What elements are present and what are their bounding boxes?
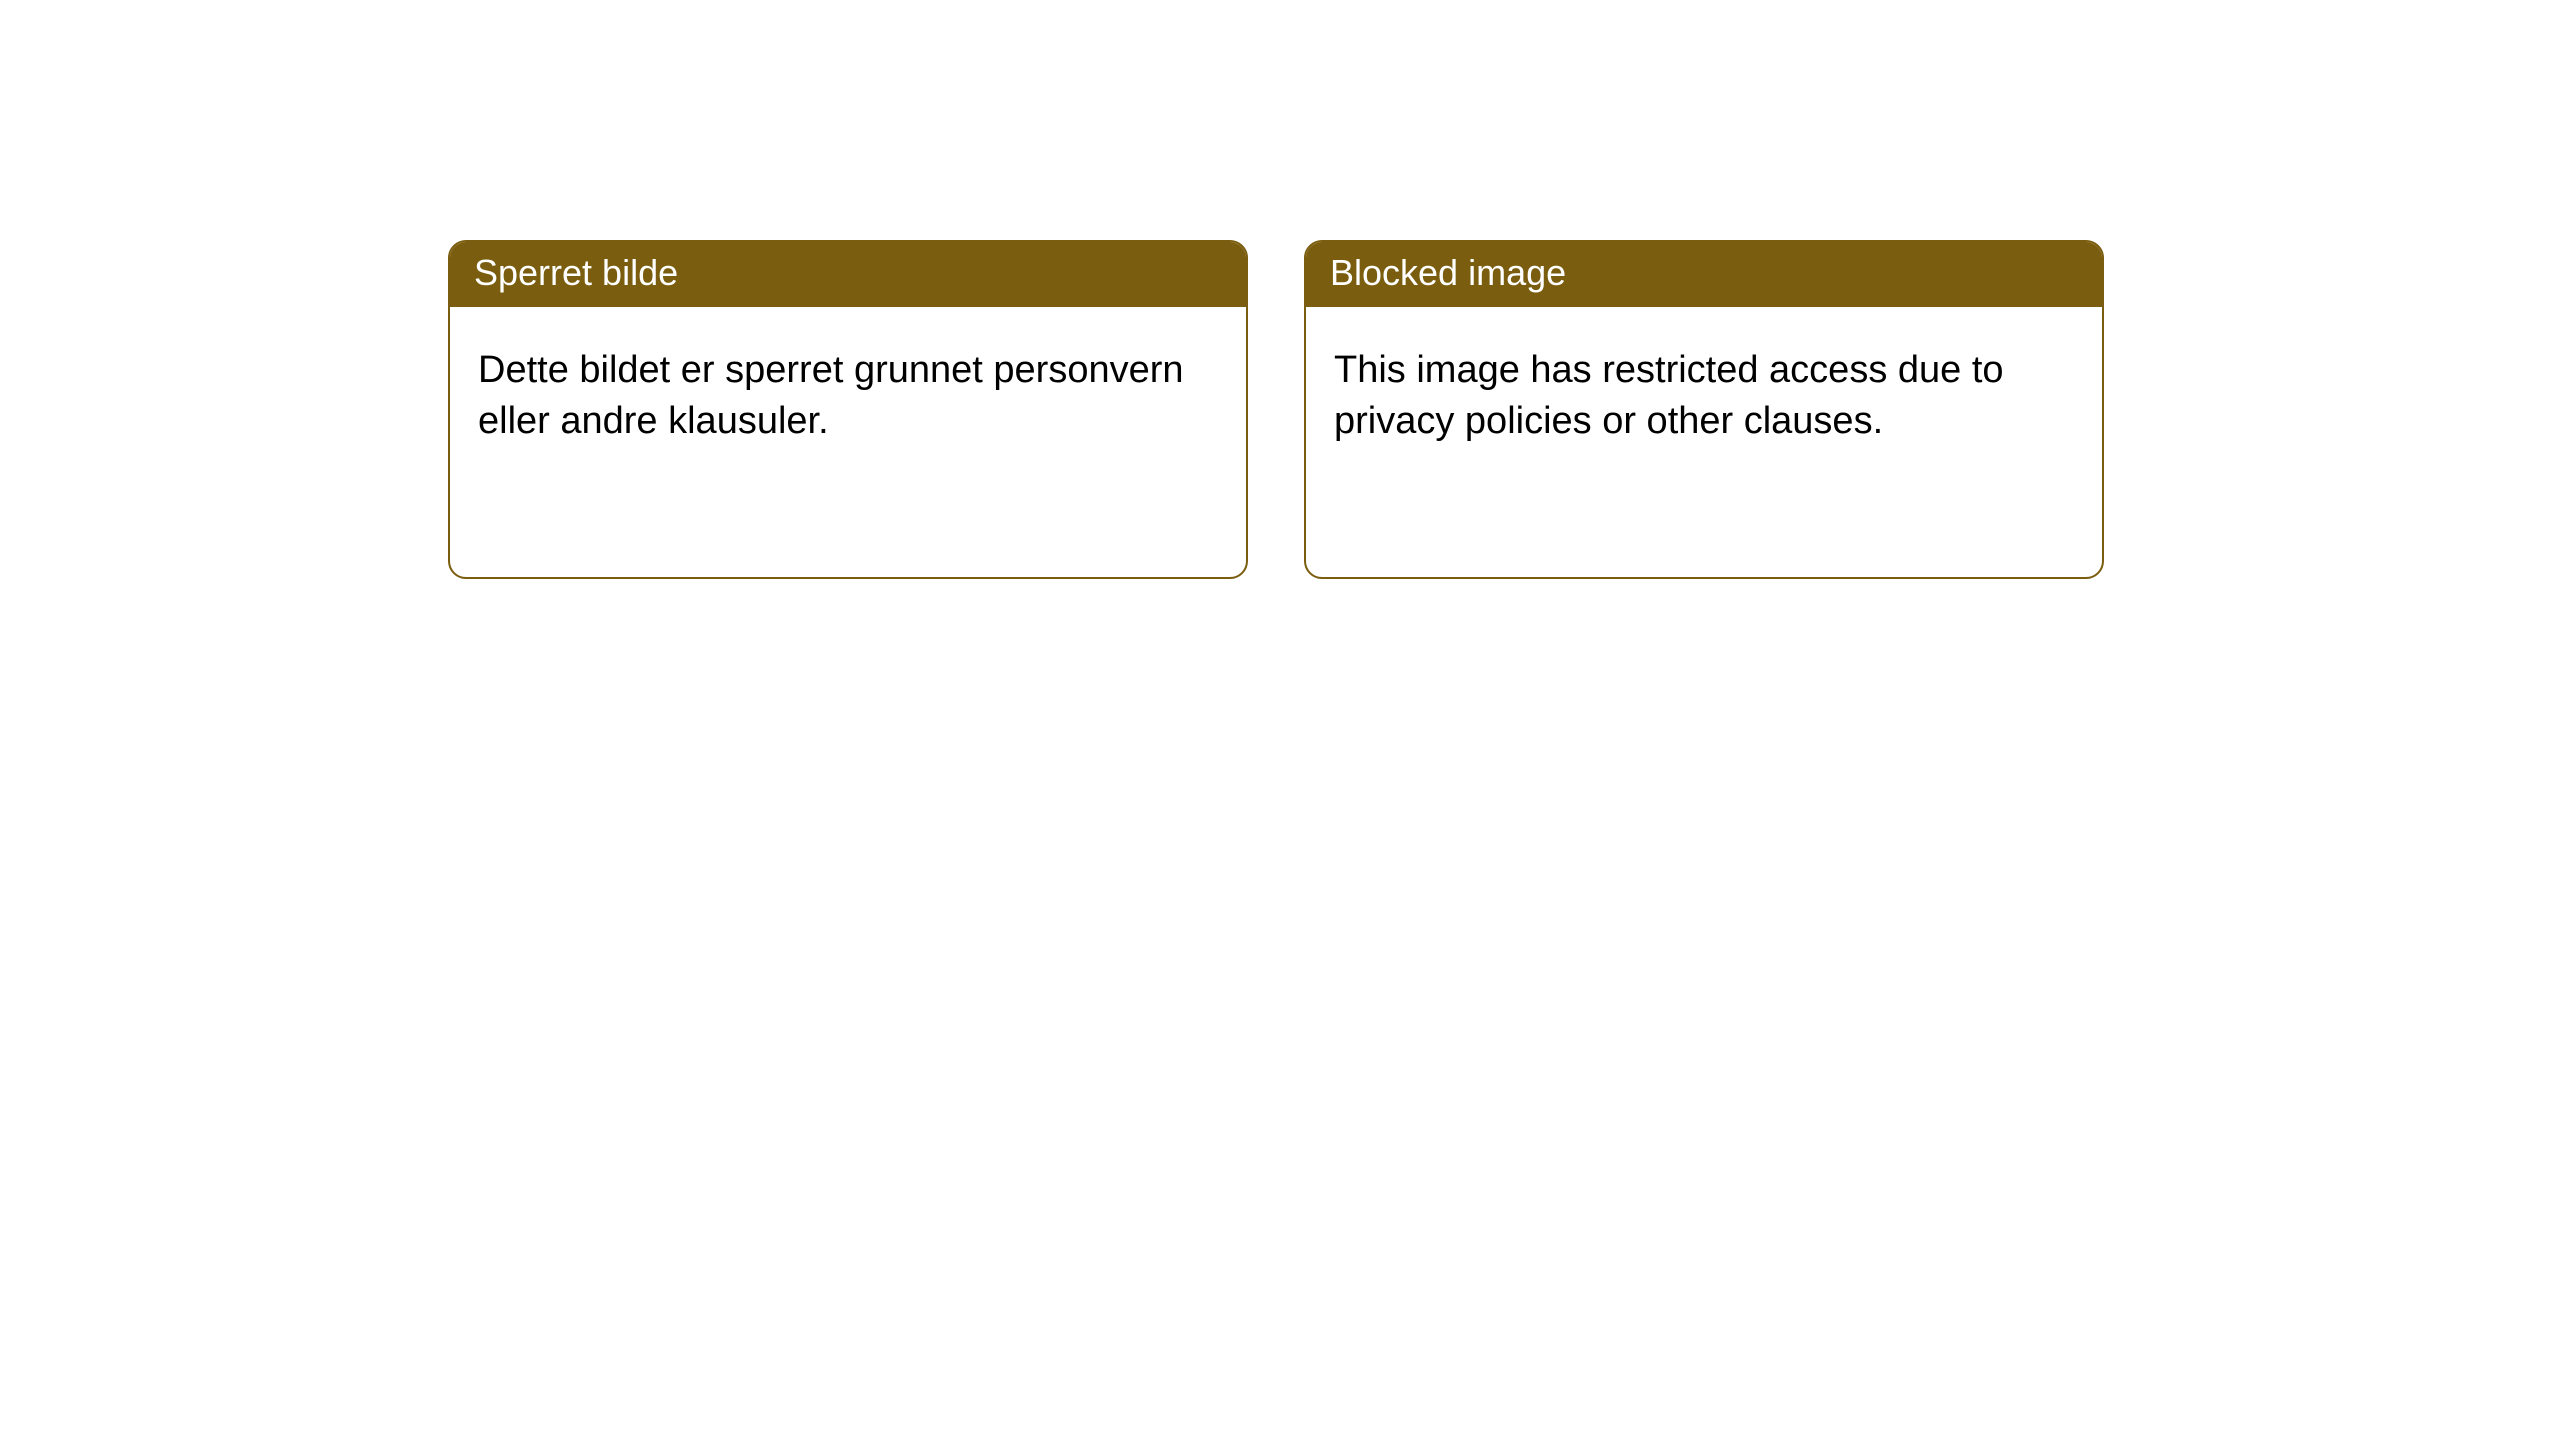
notice-container: Sperret bilde Dette bildet er sperret gr… [448, 240, 2104, 579]
notice-card-norwegian: Sperret bilde Dette bildet er sperret gr… [448, 240, 1248, 579]
notice-card-english: Blocked image This image has restricted … [1304, 240, 2104, 579]
notice-header: Sperret bilde [450, 242, 1246, 307]
notice-body: Dette bildet er sperret grunnet personve… [450, 307, 1246, 577]
notice-body: This image has restricted access due to … [1306, 307, 2102, 577]
notice-header: Blocked image [1306, 242, 2102, 307]
